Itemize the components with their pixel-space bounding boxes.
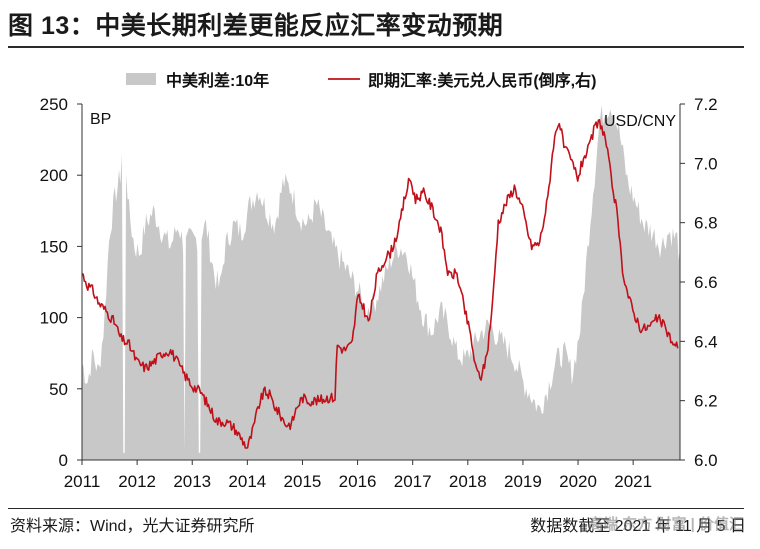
title-divider (8, 46, 744, 48)
right-tick-label: 6.8 (694, 214, 718, 233)
legend-label-fx: 即期汇率:美元兑人民币(倒序,右) (368, 71, 596, 90)
data-date-note: 数据数截至 2021 年 11 月 5 日 (530, 518, 746, 535)
fx-line (81, 119, 679, 449)
legend-label-spread: 中美利差:10年 (166, 71, 269, 90)
left-tick-label: 250 (40, 95, 68, 114)
left-tick-label: 50 (49, 380, 68, 399)
right-tick-label: 7.0 (694, 154, 718, 173)
right-tick-label: 6.0 (694, 451, 718, 470)
spread-area (82, 104, 680, 461)
right-tick-label: 6.4 (694, 332, 718, 351)
footer-divider (8, 508, 744, 509)
x-tick-label: 2020 (559, 472, 597, 491)
x-tick-label: 2015 (284, 472, 322, 491)
x-tick-label: 2011 (64, 472, 101, 491)
chart-title: 图 13：中美长期利差更能反应汇率变动预期 (8, 12, 504, 40)
x-tick-label: 2019 (504, 472, 542, 491)
chart-canvas: 0 50 100 150 200 250 6.0 6.2 6.4 6.6 6.8 7.0 7.2 2011… (40, 71, 718, 491)
x-tick-label: 2016 (339, 472, 377, 491)
left-tick-label: 150 (40, 237, 68, 256)
x-tick-label: 2018 (449, 472, 487, 491)
x-tick-label: 2012 (118, 472, 156, 491)
x-tick-label: 2021 (614, 472, 652, 491)
right-tick-label: 6.6 (694, 273, 718, 292)
spread-area-layer (82, 104, 680, 461)
axes-layer: 0 50 100 150 200 250 6.0 6.2 6.4 6.6 6.8 7.0 7.2 2011… (40, 95, 718, 491)
fx-line-layer (81, 119, 679, 449)
legend-swatch-spread (126, 73, 156, 85)
left-tick-label: 200 (40, 166, 68, 185)
right-axis-unit: USD/CNY (604, 113, 676, 130)
x-tick-label: 2014 (228, 472, 266, 491)
x-tick-label: 2013 (173, 472, 211, 491)
x-tick-label: 2017 (394, 472, 432, 491)
legend: 中美利差:10年 即期汇率:美元兑人民币(倒序,右) (126, 71, 596, 90)
right-tick-label: 6.2 (694, 392, 718, 411)
right-tick-label: 7.2 (694, 95, 718, 114)
watermark: 高端 东方 财富 | 价值汇 (588, 516, 744, 533)
left-axis-unit: BP (90, 111, 111, 128)
source-note: 资料来源：Wind，光大证券研究所 (10, 518, 255, 535)
left-tick-label: 100 (40, 309, 68, 328)
left-tick-label: 0 (59, 451, 68, 470)
